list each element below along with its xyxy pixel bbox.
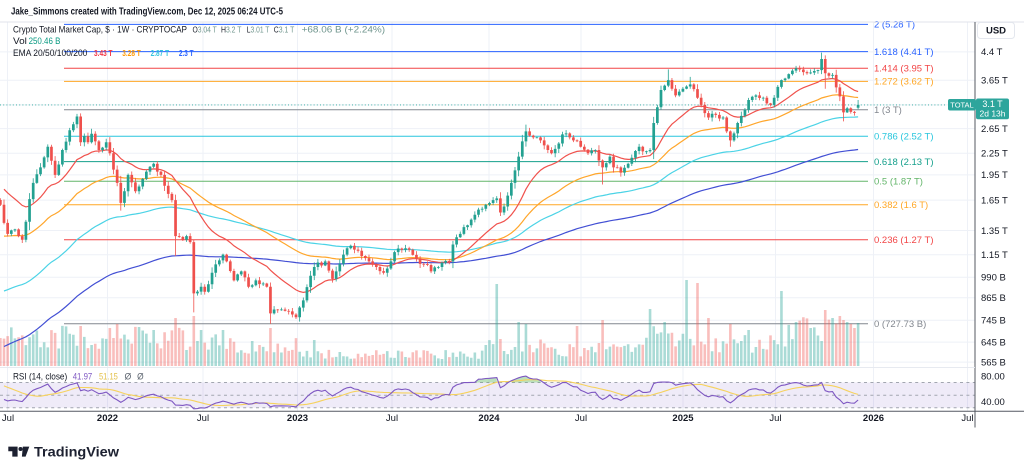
svg-text:3.1 T: 3.1 T xyxy=(982,99,1003,109)
svg-text:2026: 2026 xyxy=(863,413,884,424)
svg-text:USD: USD xyxy=(986,26,1006,37)
svg-text:EMA 20/50/100/200: EMA 20/50/100/200 xyxy=(13,47,87,58)
svg-text:Vol: Vol xyxy=(13,35,27,46)
svg-text:2022: 2022 xyxy=(97,413,118,424)
svg-text:565 B: 565 B xyxy=(981,357,1006,368)
svg-text:1.65 T: 1.65 T xyxy=(981,195,1008,206)
svg-text:Crypto Total Market Cap, $ · 1: Crypto Total Market Cap, $ · 1W · CRYPTO… xyxy=(13,24,187,35)
svg-text:1.15 T: 1.15 T xyxy=(981,250,1008,261)
svg-text:40.00: 40.00 xyxy=(981,397,1005,408)
svg-text:2.65 T: 2.65 T xyxy=(981,124,1008,135)
svg-text:Jul: Jul xyxy=(961,413,973,424)
svg-text:+68.06 B (+2.24%): +68.06 B (+2.24%) xyxy=(302,25,386,35)
svg-text:1.95 T: 1.95 T xyxy=(981,170,1008,181)
svg-text:2.3 T: 2.3 T xyxy=(179,48,194,58)
svg-text:250.46 B: 250.46 B xyxy=(29,35,61,46)
svg-text:2d 13h: 2d 13h xyxy=(980,108,1006,118)
svg-text:2025: 2025 xyxy=(672,413,694,424)
svg-text:2 (5.28 T): 2 (5.28 T) xyxy=(874,20,915,31)
svg-text:RSI (14, close): RSI (14, close) xyxy=(13,371,67,382)
svg-text:745 B: 745 B xyxy=(981,316,1006,327)
svg-text:2023: 2023 xyxy=(287,413,308,424)
svg-text:0.382 (1.6 T): 0.382 (1.6 T) xyxy=(874,200,928,211)
svg-text:TOTAL: TOTAL xyxy=(950,101,973,110)
svg-text:O3.04 T: O3.04 T xyxy=(193,25,217,35)
svg-text:0.618 (2.13 T): 0.618 (2.13 T) xyxy=(874,157,934,168)
svg-text:80.00: 80.00 xyxy=(981,371,1005,382)
svg-text:51.15: 51.15 xyxy=(99,371,118,382)
svg-text:Jake_Simmons created with Trad: Jake_Simmons created with TradingView.co… xyxy=(11,7,283,18)
svg-text:3.28 T: 3.28 T xyxy=(122,48,141,58)
svg-text:1.272 (3.62 T): 1.272 (3.62 T) xyxy=(874,77,934,88)
svg-text:C3.1 T: C3.1 T xyxy=(274,25,295,35)
svg-text:645 B: 645 B xyxy=(981,337,1006,348)
svg-text:Jul: Jul xyxy=(575,413,587,424)
svg-text:H3.2 T: H3.2 T xyxy=(221,25,242,35)
svg-text:1 (3 T): 1 (3 T) xyxy=(874,105,902,116)
svg-text:4.4 T: 4.4 T xyxy=(981,47,1003,58)
svg-text:2.87 T: 2.87 T xyxy=(151,48,170,58)
svg-text:1.414 (3.95 T): 1.414 (3.95 T) xyxy=(874,63,934,74)
svg-text:0.786 (2.52 T): 0.786 (2.52 T) xyxy=(874,131,934,142)
svg-text:Ø: Ø xyxy=(137,371,144,382)
svg-text:L3.01 T: L3.01 T xyxy=(247,25,270,35)
svg-text:990 B: 990 B xyxy=(981,273,1006,284)
svg-text:3.65 T: 3.65 T xyxy=(981,76,1008,87)
svg-text:Jul: Jul xyxy=(769,413,781,424)
svg-text:3.43 T: 3.43 T xyxy=(94,48,113,58)
svg-text:1.35 T: 1.35 T xyxy=(981,226,1008,237)
svg-text:Jul: Jul xyxy=(386,413,398,424)
svg-text:2024: 2024 xyxy=(478,413,500,424)
svg-text:Jul: Jul xyxy=(197,413,209,424)
svg-text:0.5 (1.87 T): 0.5 (1.87 T) xyxy=(874,176,923,187)
svg-text:2.25 T: 2.25 T xyxy=(981,149,1008,160)
svg-text:Jul: Jul xyxy=(2,413,14,424)
svg-text:0.236 (1.27 T): 0.236 (1.27 T) xyxy=(874,235,934,246)
svg-text:TradingView: TradingView xyxy=(34,443,119,459)
svg-text:1.618 (4.41 T): 1.618 (4.41 T) xyxy=(874,47,934,58)
svg-text:865 B: 865 B xyxy=(981,293,1006,304)
svg-text:41.97: 41.97 xyxy=(73,371,93,382)
svg-text:Ø: Ø xyxy=(125,371,132,382)
svg-text:0 (727.73 B): 0 (727.73 B) xyxy=(874,319,926,330)
